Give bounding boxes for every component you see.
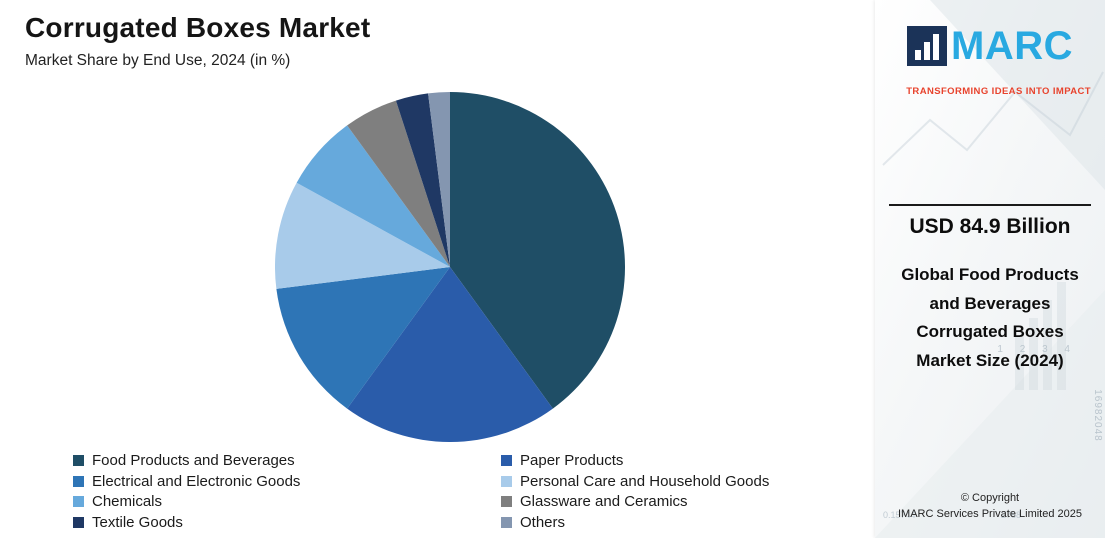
- legend-label: Paper Products: [520, 452, 624, 469]
- legend-label: Others: [520, 513, 566, 531]
- imarc-logo: MARC: [889, 26, 1091, 66]
- legend-label: Chemicals: [92, 493, 163, 510]
- market-size-value: USD 84.9 Billion: [889, 204, 1091, 239]
- legend-label: Food Products and Beverages: [92, 452, 295, 469]
- market-size-block: USD 84.9 Billion Global Food Products an…: [889, 204, 1091, 375]
- legend-label: Glassware and Ceramics: [520, 493, 688, 510]
- pie-slice-1: [450, 92, 625, 409]
- legend-item: Others: [501, 513, 863, 533]
- legend-item: Glassware and Ceramics: [501, 492, 863, 512]
- legend-item: Chemicals: [73, 492, 501, 512]
- pie-slice-7: [395, 93, 450, 267]
- chart-panel: Corrugated Boxes Market Market Share by …: [25, 12, 863, 532]
- copyright-line1: © Copyright: [960, 492, 1020, 505]
- legend-swatch: [73, 516, 84, 528]
- legend-swatch: [501, 496, 512, 508]
- sidebar-background-decor: [875, 0, 1105, 538]
- market-size-label: Global Food Products and Beverages Corru…: [901, 265, 1079, 370]
- chart-subtitle: Market Share by End Use, 2024 (in %): [25, 52, 291, 69]
- sidebar: MARC TRANSFORMING IDEAS INTO IMPACT USD …: [875, 0, 1105, 538]
- pie-slice-4: [275, 182, 450, 289]
- legend-swatch: [73, 455, 84, 467]
- pie-slice-2: [347, 267, 553, 442]
- pie-slice-8: [428, 92, 450, 267]
- copyright: © Copyright IMARC Services Private Limit…: [875, 491, 1105, 522]
- legend-item: Electrical and Electronic Goods: [73, 472, 501, 492]
- legend-label: Electrical and Electronic Goods: [92, 472, 301, 490]
- logo-bar-icon: [933, 34, 939, 60]
- legend-item: Food Products and Beverages: [73, 451, 501, 471]
- logo-bar-icon: [924, 42, 930, 60]
- legend-swatch: [73, 496, 84, 508]
- legend-label: Personal Care and Household Goods: [520, 472, 770, 490]
- legend-swatch: [501, 475, 512, 487]
- logo-bar-icon: [915, 50, 921, 60]
- logo-tagline: TRANSFORMING IDEAS INTO IMPACT: [906, 86, 1091, 97]
- legend-swatch: [73, 475, 84, 487]
- page-title: Corrugated Boxes Market: [25, 12, 371, 43]
- pie-chart: [275, 92, 625, 442]
- legend-item: Personal Care and Household Goods: [501, 472, 863, 492]
- copyright-line2: IMARC Services Private Limited 2025: [897, 507, 1082, 520]
- pie-slice-5: [296, 125, 450, 267]
- imarc-logo-icon: [907, 26, 947, 66]
- imarc-logo-text: MARC: [951, 24, 1073, 68]
- legend-swatch: [501, 455, 512, 467]
- legend-swatch: [501, 516, 512, 528]
- legend-item: Textile Goods: [73, 513, 501, 533]
- pie-slice-3: [276, 267, 450, 409]
- legend-item: Paper Products: [501, 451, 863, 471]
- pie-slice-6: [347, 100, 450, 267]
- legend-label: Textile Goods: [92, 513, 183, 531]
- legend: Food Products and Beverages Paper Product…: [73, 451, 863, 532]
